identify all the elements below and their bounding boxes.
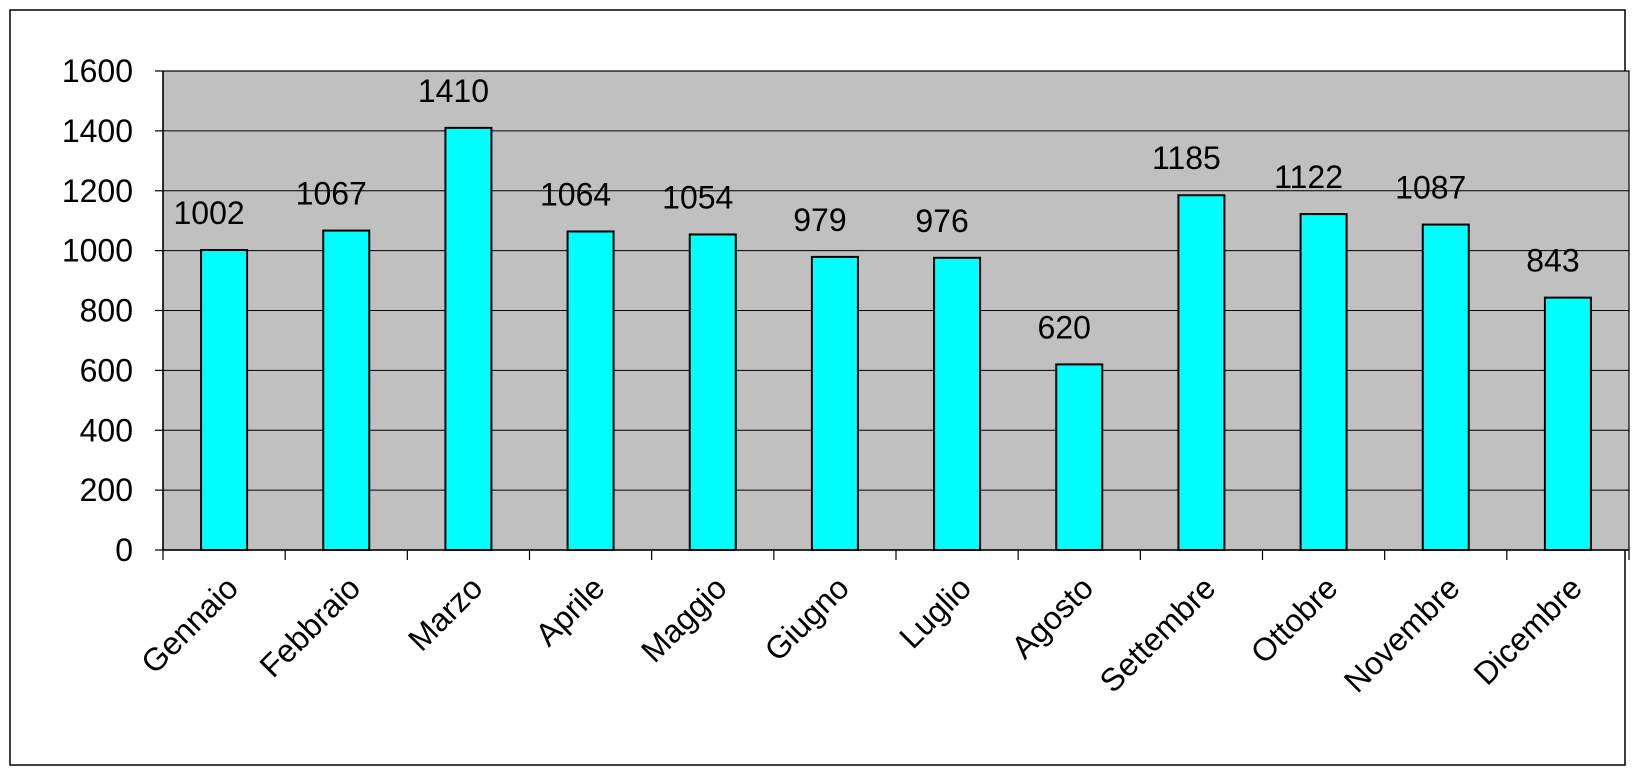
y-tick-label: 1400 <box>62 113 133 149</box>
bar-aprile <box>566 230 615 551</box>
data-label-luglio: 976 <box>915 203 968 239</box>
data-label-aprile: 1064 <box>540 176 611 212</box>
y-tick-label: 1000 <box>62 233 133 269</box>
bar-settembre <box>1177 194 1226 551</box>
y-tick-label: 0 <box>115 532 133 568</box>
bar-agosto <box>1055 363 1104 552</box>
data-label-agosto: 620 <box>1038 309 1091 345</box>
bar-febbraio <box>322 229 371 552</box>
bar-luglio <box>933 256 982 551</box>
data-label-giugno: 979 <box>793 202 846 238</box>
bar-marzo <box>444 126 493 551</box>
data-label-settembre: 1185 <box>1152 140 1221 176</box>
data-label-marzo: 1410 <box>418 73 489 109</box>
data-label-ottobre: 1122 <box>1274 159 1343 195</box>
bar-giugno <box>810 255 859 551</box>
data-label-febbraio: 1067 <box>296 176 367 212</box>
y-axis-tick-labels: 0 200 400 600 800 1000 1200 1400 1600 <box>62 53 133 568</box>
bar-gennaio <box>200 249 249 551</box>
data-label-gennaio: 1002 <box>173 195 244 231</box>
bar-ottobre <box>1299 213 1348 551</box>
y-tick-label: 800 <box>80 293 133 329</box>
y-tick-label: 200 <box>80 472 133 508</box>
data-label-novembre: 1087 <box>1395 170 1466 206</box>
data-label-maggio: 1054 <box>662 179 733 215</box>
bar-novembre <box>1421 223 1470 551</box>
y-tick-label: 1600 <box>62 53 133 89</box>
bar-dicembre <box>1543 296 1592 551</box>
data-label-dicembre: 843 <box>1526 243 1579 279</box>
bar-maggio <box>688 233 737 552</box>
gridlines <box>163 70 1629 491</box>
y-tick-label: 1200 <box>62 173 133 209</box>
bars <box>200 126 1592 552</box>
axes <box>155 70 1630 560</box>
data-labels: 1002 1067 1410 1064 1054 979 976 620 1185 1122 108… <box>173 73 1579 346</box>
y-tick-label: 400 <box>80 412 133 448</box>
y-tick-label: 600 <box>80 352 133 388</box>
